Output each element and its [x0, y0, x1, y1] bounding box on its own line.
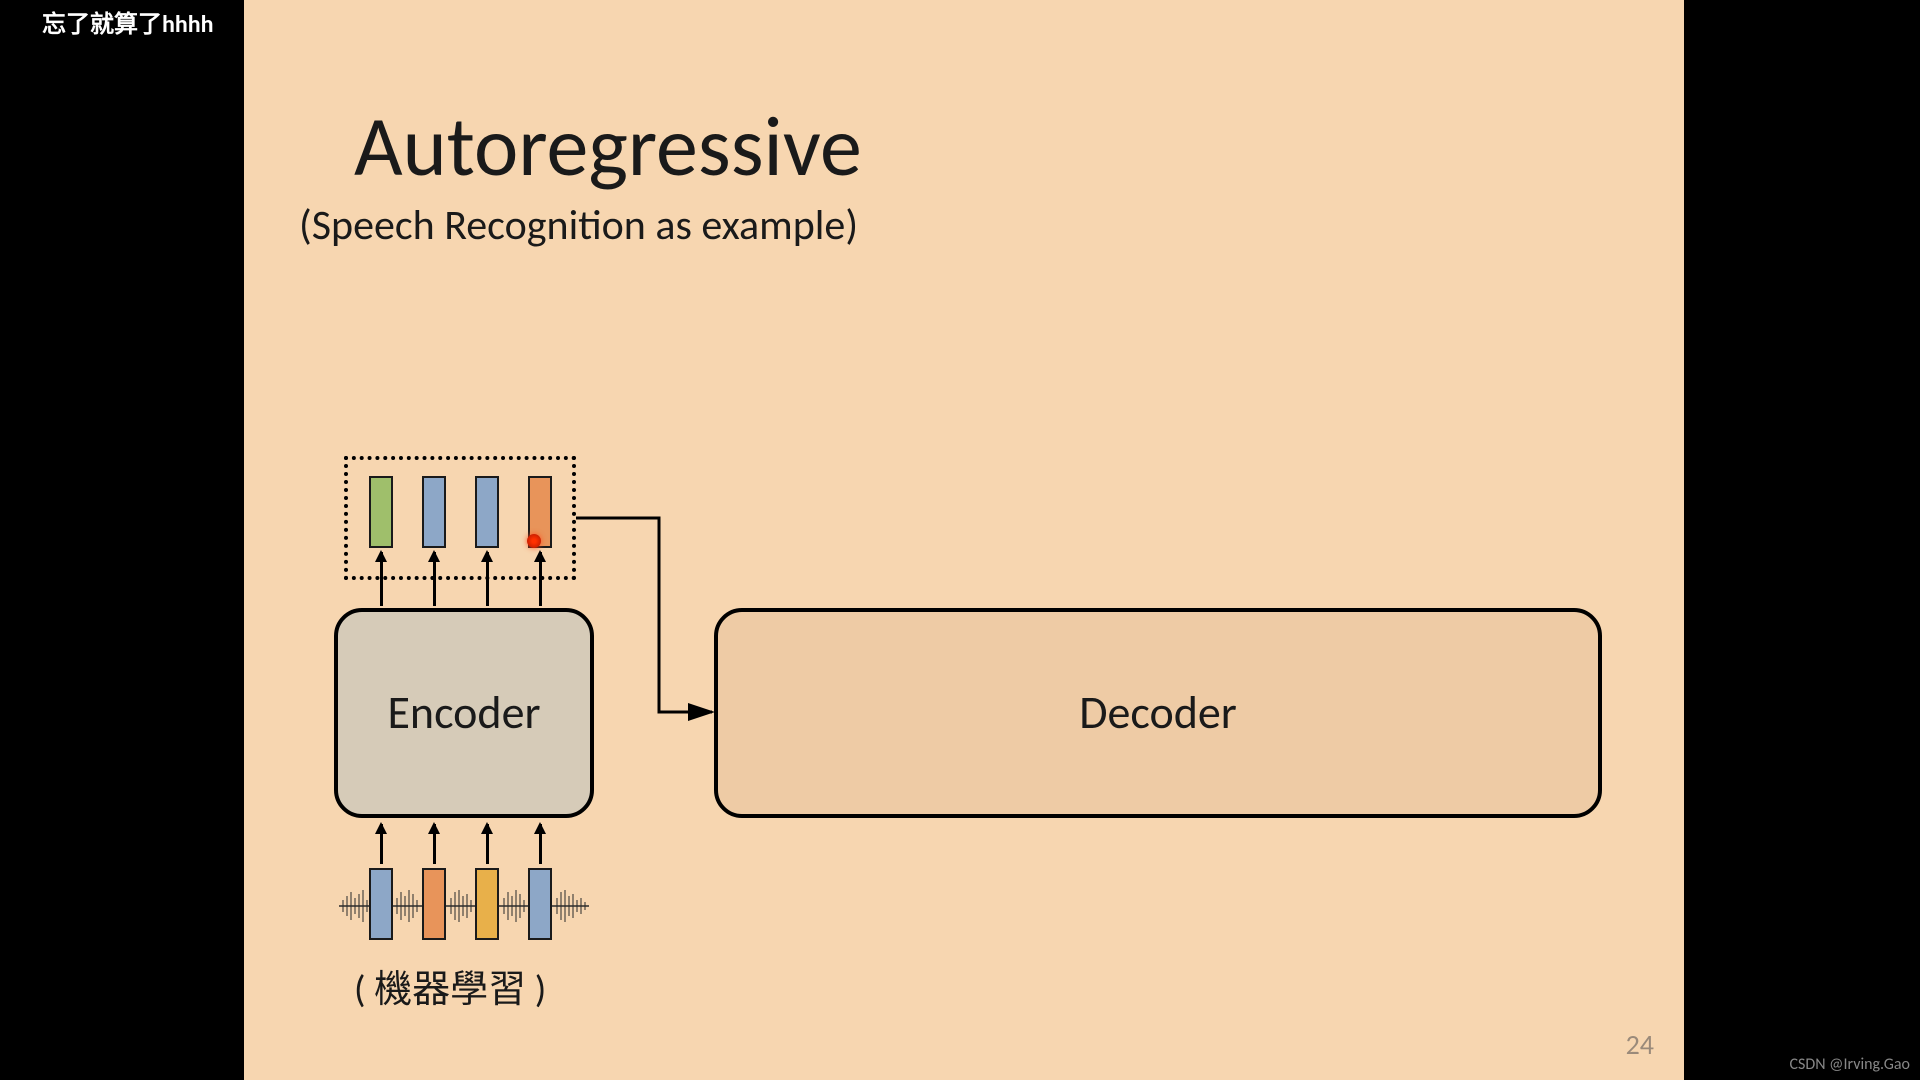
laser-pointer-icon	[527, 534, 541, 548]
overlay-comment-1: 忘了就算了hhhh	[42, 4, 214, 39]
input-vector-1	[369, 868, 393, 940]
encoder-box: Encoder	[334, 608, 594, 818]
arrow-in-4	[539, 824, 542, 864]
encoder-label: Encoder	[387, 685, 540, 741]
decoder-label: Decoder	[1079, 685, 1237, 741]
input-vector-4	[528, 868, 552, 940]
arrow-out-2	[433, 552, 436, 606]
slide-canvas: Autoregressive (Speech Recognition as ex…	[244, 0, 1684, 1080]
watermark: CSDN @Irving.Gao	[1789, 1055, 1910, 1074]
slide-title: Autoregressive	[354, 95, 862, 198]
output-vector-1	[369, 476, 393, 548]
output-vector-3	[475, 476, 499, 548]
input-vector-2	[422, 868, 446, 940]
arrow-out-3	[486, 552, 489, 606]
arrow-in-1	[380, 824, 383, 864]
arrow-out-1	[380, 552, 383, 606]
arrow-out-4	[539, 552, 542, 606]
output-vector-2	[422, 476, 446, 548]
input-label: ( 機器學習 )	[354, 958, 546, 1013]
slide-subtitle: (Speech Recognition as example)	[299, 200, 858, 251]
arrow-in-3	[486, 824, 489, 864]
decoder-box: Decoder	[714, 608, 1602, 818]
input-vector-3	[475, 868, 499, 940]
slide-number: 24	[1626, 1027, 1654, 1062]
arrow-in-2	[433, 824, 436, 864]
